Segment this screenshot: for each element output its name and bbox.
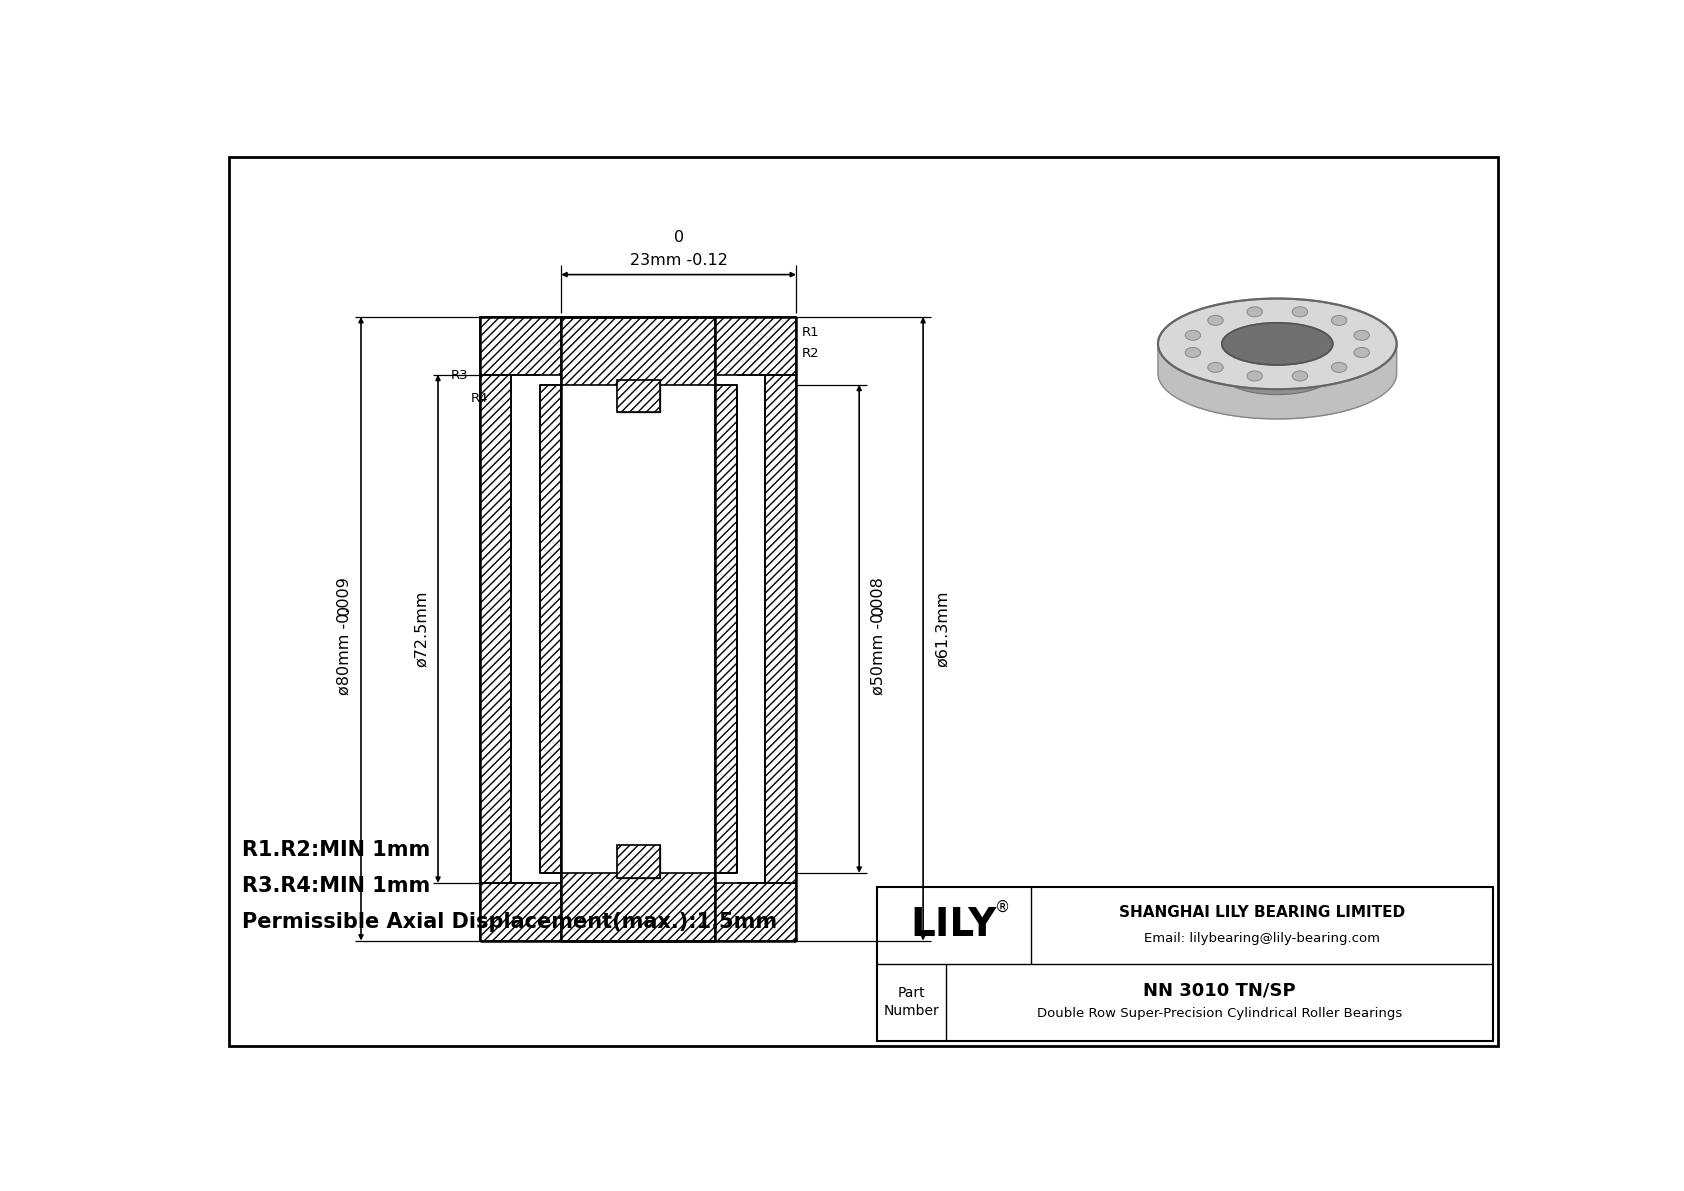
Ellipse shape [1186, 330, 1201, 341]
Text: R4: R4 [472, 392, 488, 405]
Text: ø50mm -0.008: ø50mm -0.008 [871, 578, 886, 696]
Text: 23mm -0.12: 23mm -0.12 [630, 254, 727, 268]
Text: R3.R4:MIN 1mm: R3.R4:MIN 1mm [242, 877, 429, 896]
Text: ø72.5mm: ø72.5mm [414, 591, 428, 667]
Ellipse shape [1246, 307, 1263, 317]
Text: Double Row Super-Precision Cylindrical Roller Bearings: Double Row Super-Precision Cylindrical R… [1037, 1008, 1403, 1021]
Ellipse shape [1292, 370, 1308, 381]
Text: Email: lilybearing@lily-bearing.com: Email: lilybearing@lily-bearing.com [1143, 931, 1379, 944]
Polygon shape [480, 317, 797, 375]
Polygon shape [561, 873, 716, 941]
Polygon shape [1159, 344, 1396, 419]
Polygon shape [561, 317, 716, 385]
Text: R2: R2 [802, 348, 820, 361]
Text: 0: 0 [871, 605, 886, 615]
Polygon shape [1223, 344, 1332, 394]
Text: SHANGHAI LILY BEARING LIMITED: SHANGHAI LILY BEARING LIMITED [1118, 905, 1404, 919]
Text: ø61.3mm: ø61.3mm [935, 591, 950, 667]
Polygon shape [480, 883, 797, 941]
Text: ®: ® [995, 900, 1010, 915]
Text: LILY: LILY [911, 906, 997, 944]
Polygon shape [716, 385, 738, 873]
Polygon shape [539, 385, 561, 873]
Ellipse shape [1223, 323, 1332, 364]
Ellipse shape [1354, 348, 1369, 357]
Ellipse shape [1246, 370, 1263, 381]
Ellipse shape [1207, 316, 1223, 325]
Text: 0: 0 [674, 230, 684, 245]
Text: R1.R2:MIN 1mm: R1.R2:MIN 1mm [242, 840, 429, 860]
Text: Permissible Axial Displacement(max.):1.5mm: Permissible Axial Displacement(max.):1.5… [242, 912, 776, 933]
Polygon shape [480, 375, 512, 883]
Ellipse shape [1332, 316, 1347, 325]
Polygon shape [877, 887, 1494, 1041]
Polygon shape [765, 375, 797, 883]
Polygon shape [616, 846, 660, 878]
Text: R1: R1 [802, 326, 820, 339]
Ellipse shape [1332, 362, 1347, 373]
Ellipse shape [1159, 299, 1396, 389]
Ellipse shape [1354, 330, 1369, 341]
Text: R3: R3 [451, 369, 468, 382]
Text: 0: 0 [337, 605, 352, 615]
Text: NN 3010 TN/SP: NN 3010 TN/SP [1143, 981, 1297, 999]
Text: ø80mm -0.009: ø80mm -0.009 [337, 578, 352, 696]
Ellipse shape [1186, 348, 1201, 357]
Text: Part
Number: Part Number [884, 986, 940, 1018]
Ellipse shape [1292, 307, 1308, 317]
Ellipse shape [1207, 362, 1223, 373]
Polygon shape [616, 380, 660, 412]
